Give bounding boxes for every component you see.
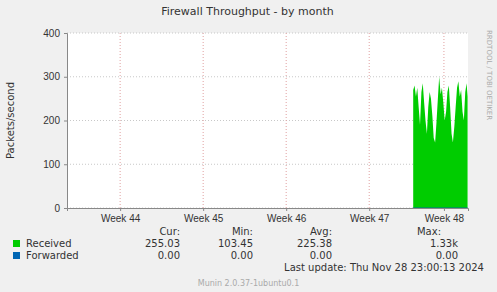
tick: 400 (43, 28, 67, 39)
axis-line (68, 209, 469, 212)
legend-header: Avg: (310, 226, 332, 237)
grid-line (203, 33, 204, 208)
chart: 0100200300400Week 44Week 45Week 46Week 4… (0, 0, 497, 292)
footer: Munin 2.0.37-1ubuntu0.1 (198, 279, 300, 288)
grid (67, 33, 468, 208)
legend-header: Min: (232, 226, 253, 237)
legend-value: 0.00 (310, 250, 332, 261)
tick-mark (64, 121, 67, 122)
grid-line (67, 164, 468, 165)
tick-mark (203, 208, 204, 211)
tick: 0 (54, 203, 67, 214)
background (0, 0, 497, 292)
tick-mark (64, 208, 67, 209)
legend-value: 103.45 (218, 238, 253, 249)
last-update: Last update: Thu Nov 28 23:00:13 2024 (284, 262, 484, 273)
grid-line (120, 33, 121, 208)
y-axis: 0 100 200 300 400 (43, 28, 67, 214)
legend-label: Forwarded (26, 250, 79, 261)
tick: 200 (43, 115, 67, 126)
tick-mark (286, 208, 287, 211)
tick-mark (444, 208, 445, 211)
tick-mark (64, 33, 67, 34)
plot-area (413, 77, 467, 208)
tick-mark (64, 164, 67, 165)
legend-swatch (13, 240, 20, 247)
legend-swatch (13, 252, 20, 259)
legend-value: 0.00 (158, 250, 180, 261)
legend-value: 225.38 (297, 238, 332, 249)
series-line (413, 208, 467, 209)
tick-label: 100 (43, 159, 60, 170)
tick: Week 47 (350, 208, 390, 224)
grid-line (67, 33, 468, 34)
legend-header: Cur: (159, 226, 180, 237)
tick-mark (369, 208, 370, 211)
tick: Week 46 (267, 208, 307, 224)
tick-label: 300 (43, 71, 60, 82)
tick-label: Week 48 (425, 213, 465, 224)
tick-label: 200 (43, 115, 60, 126)
series-area (413, 77, 467, 208)
watermark: RRDTOOL / TOBI OETIKER (485, 30, 493, 120)
tick-mark (120, 208, 121, 211)
legend-value: 0.00 (231, 250, 253, 261)
tick-label: Week 47 (350, 213, 390, 224)
tick: Week 45 (184, 208, 224, 224)
tick-label: Week 45 (184, 213, 224, 224)
grid-line (67, 120, 468, 121)
tick: 100 (43, 159, 67, 170)
tick-label: 0 (54, 203, 60, 214)
x-axis: Week 44 Week 45 Week 46 Week 47 Week 48 (68, 208, 469, 224)
legend-label: Received (26, 238, 72, 249)
legend-header: Max: (417, 226, 441, 237)
tick-label: Week 46 (267, 213, 307, 224)
tick-label: Week 44 (101, 213, 141, 224)
title: Firewall Throughput - by month (161, 5, 334, 18)
legend-value: 1.33k (430, 238, 458, 249)
axis-line (64, 34, 68, 209)
tick: 300 (43, 71, 67, 82)
tick-label: 400 (43, 28, 60, 39)
legend-value: 0.00 (436, 250, 458, 261)
plot-background (67, 33, 468, 208)
tick: Week 44 (101, 208, 141, 224)
grid-line (67, 76, 468, 77)
grid-line (369, 33, 370, 208)
tick-mark (64, 77, 67, 78)
axis-title: Packets/second (5, 82, 16, 159)
legend-value: 255.03 (145, 238, 180, 249)
grid-line (286, 33, 287, 208)
tick: Week 48 (425, 208, 465, 224)
